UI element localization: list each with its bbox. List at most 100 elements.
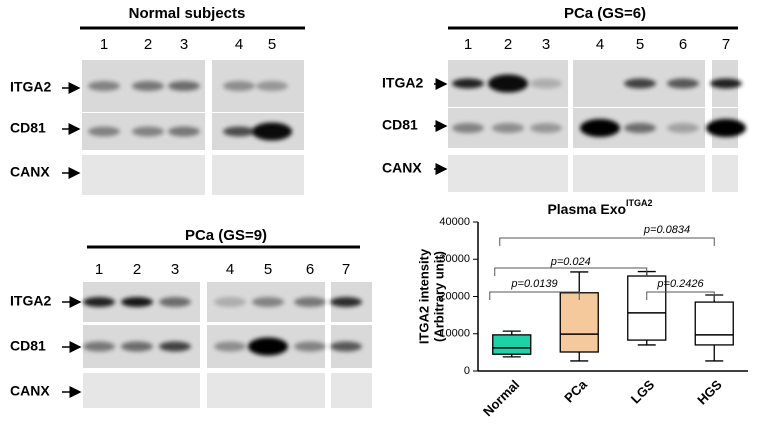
bracket bbox=[489, 291, 580, 300]
band bbox=[168, 126, 200, 137]
band bbox=[121, 341, 153, 352]
band bbox=[248, 337, 288, 356]
box bbox=[627, 275, 667, 341]
p-value: p=0.0139 bbox=[510, 278, 557, 290]
x-tick-label: PCa bbox=[561, 376, 590, 405]
blot-strip bbox=[207, 373, 325, 408]
blot-strip bbox=[83, 373, 200, 408]
y-tick-label: 40000 bbox=[439, 216, 470, 228]
band bbox=[624, 123, 656, 133]
band bbox=[294, 341, 326, 352]
row-label: CD81 bbox=[10, 338, 46, 354]
lane-number: 3 bbox=[171, 261, 179, 278]
lane-number: 1 bbox=[100, 36, 108, 53]
band bbox=[330, 341, 362, 352]
lane-number: 7 bbox=[722, 36, 730, 53]
band bbox=[223, 126, 255, 137]
chart-title-main: Plasma Exo bbox=[547, 201, 626, 217]
band bbox=[252, 297, 284, 307]
band bbox=[256, 81, 288, 91]
band bbox=[624, 78, 656, 89]
row-label: CANX bbox=[382, 160, 422, 176]
y-axis-label: (Arbitrary unit) bbox=[431, 251, 446, 342]
bracket bbox=[499, 237, 715, 246]
blot-strip bbox=[212, 155, 304, 195]
lane-number: 3 bbox=[180, 36, 188, 53]
band bbox=[88, 126, 120, 137]
y-tick-label: 20000 bbox=[439, 290, 470, 302]
x-tick-label: Normal bbox=[480, 377, 522, 419]
p-value: p=0.024 bbox=[550, 256, 591, 268]
band bbox=[83, 297, 115, 307]
band bbox=[530, 78, 562, 89]
y-tick-label: 30000 bbox=[439, 253, 470, 265]
lane-number: 1 bbox=[95, 261, 103, 278]
lane-number: 4 bbox=[235, 36, 243, 53]
y-axis-label: ITGA2 intensity bbox=[416, 248, 431, 344]
band bbox=[83, 341, 115, 352]
row-label: ITGA2 bbox=[10, 293, 51, 309]
blot-strip bbox=[331, 373, 372, 408]
band bbox=[580, 119, 620, 137]
y-tick-label: 0 bbox=[464, 365, 470, 377]
p-value: p=0.2426 bbox=[656, 278, 704, 290]
panel-title: Normal subjects bbox=[129, 5, 246, 22]
lane-number: 1 bbox=[464, 36, 472, 53]
band bbox=[330, 297, 362, 307]
blot-strip bbox=[712, 155, 738, 192]
x-tick-label: LGS bbox=[628, 377, 658, 407]
box bbox=[492, 334, 532, 355]
blot-strip bbox=[573, 155, 705, 192]
lane-number: 2 bbox=[504, 36, 512, 53]
band bbox=[492, 123, 524, 133]
panel-title: PCa (GS=9) bbox=[185, 227, 267, 244]
row-label: ITGA2 bbox=[382, 75, 423, 91]
lane-number: 6 bbox=[679, 36, 687, 53]
band bbox=[159, 297, 191, 307]
lane-number: 7 bbox=[342, 261, 350, 278]
band bbox=[706, 119, 746, 137]
lane-number: 5 bbox=[636, 36, 644, 53]
lane-number: 2 bbox=[144, 36, 152, 53]
lane-number: 4 bbox=[226, 261, 234, 278]
band bbox=[168, 81, 200, 91]
box bbox=[694, 301, 734, 346]
band bbox=[667, 123, 699, 133]
bracket bbox=[646, 291, 715, 300]
lane-number: 6 bbox=[306, 261, 314, 278]
y-tick-label: 10000 bbox=[439, 328, 470, 340]
row-label: CANX bbox=[10, 383, 50, 399]
band bbox=[667, 78, 699, 89]
lane-number: 2 bbox=[133, 261, 141, 278]
lane-number: 3 bbox=[542, 36, 550, 53]
bracket bbox=[494, 267, 648, 276]
chart-title: Plasma ExoITGA2 bbox=[547, 198, 652, 216]
panel-title: PCa (GS=6) bbox=[564, 5, 646, 22]
box bbox=[559, 292, 599, 353]
band bbox=[132, 81, 164, 91]
band bbox=[88, 81, 120, 91]
blot-strip bbox=[82, 155, 205, 195]
band bbox=[710, 78, 742, 89]
band bbox=[452, 123, 484, 133]
row-label: ITGA2 bbox=[10, 79, 51, 95]
p-value: p=0.0834 bbox=[643, 224, 690, 236]
band bbox=[530, 123, 562, 133]
band bbox=[214, 341, 246, 352]
lane-number: 5 bbox=[268, 36, 276, 53]
band bbox=[214, 297, 246, 307]
band bbox=[252, 122, 292, 141]
chart-title-sup: ITGA2 bbox=[626, 198, 653, 208]
band bbox=[159, 341, 191, 352]
band bbox=[132, 126, 164, 137]
band bbox=[294, 297, 326, 307]
x-tick-label: HGS bbox=[694, 377, 725, 408]
band bbox=[121, 297, 153, 307]
lane-number: 5 bbox=[264, 261, 272, 278]
blot-strip bbox=[448, 155, 568, 192]
band bbox=[223, 81, 255, 91]
lane-number: 4 bbox=[596, 36, 604, 53]
row-label: CD81 bbox=[382, 117, 418, 133]
band bbox=[452, 78, 484, 89]
